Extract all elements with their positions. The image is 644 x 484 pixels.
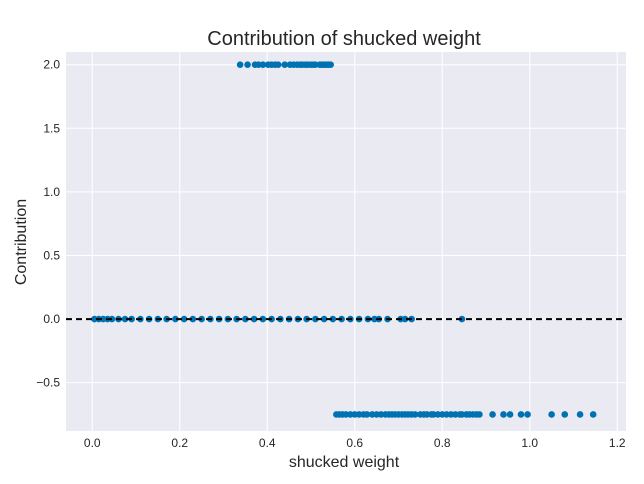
data-point xyxy=(524,411,531,418)
data-point xyxy=(506,411,514,418)
data-point xyxy=(250,315,258,323)
y-axis-label: Contribution xyxy=(13,199,30,285)
data-point xyxy=(189,315,197,323)
data-point xyxy=(312,315,319,323)
data-point xyxy=(561,411,569,418)
data-point xyxy=(236,61,244,69)
data-point xyxy=(121,315,129,323)
x-tick-label: 0.0 xyxy=(84,436,101,450)
x-tick-label: 0.6 xyxy=(346,436,363,450)
x-tick-label: 0.2 xyxy=(171,436,188,450)
chart-title: Contribution of shucked weight xyxy=(207,28,481,50)
x-tick-label: 1.2 xyxy=(609,436,626,450)
y-tick-label: −0.5 xyxy=(36,376,60,390)
y-tick-label: 2.0 xyxy=(43,58,60,72)
data-point xyxy=(281,61,289,69)
plot-area xyxy=(66,52,626,431)
data-point xyxy=(327,61,334,69)
y-tick-label: 1.0 xyxy=(43,185,60,199)
data-point xyxy=(589,411,597,418)
x-tick-labels: 0.0 0.2 0.4 0.6 0.8 1.0 1.2 xyxy=(84,436,626,450)
x-tick-label: 0.8 xyxy=(434,436,451,450)
data-point xyxy=(242,315,249,323)
y-tick-label: 0.5 xyxy=(43,248,60,262)
data-point xyxy=(172,315,179,323)
data-point xyxy=(259,61,267,69)
data-point xyxy=(329,315,337,323)
data-point xyxy=(500,411,507,418)
data-point xyxy=(244,61,251,69)
data-point xyxy=(576,411,584,418)
data-point xyxy=(180,315,188,323)
x-tick-label: 1.0 xyxy=(521,436,538,450)
x-axis-label: shucked weight xyxy=(289,454,400,471)
y-tick-label: 1.5 xyxy=(43,121,60,135)
data-point xyxy=(411,411,419,418)
data-point xyxy=(476,411,483,418)
x-tick-label: 0.4 xyxy=(259,436,276,450)
data-point xyxy=(274,61,282,69)
data-point xyxy=(548,411,555,418)
data-point xyxy=(489,411,496,418)
data-point xyxy=(320,315,328,323)
data-point xyxy=(259,315,267,323)
data-point xyxy=(401,315,409,323)
y-tick-label: 0.0 xyxy=(43,312,60,326)
y-tick-labels: −0.5 0.0 0.5 1.0 1.5 2.0 xyxy=(36,58,60,390)
data-point xyxy=(363,411,371,418)
data-point xyxy=(517,411,525,418)
